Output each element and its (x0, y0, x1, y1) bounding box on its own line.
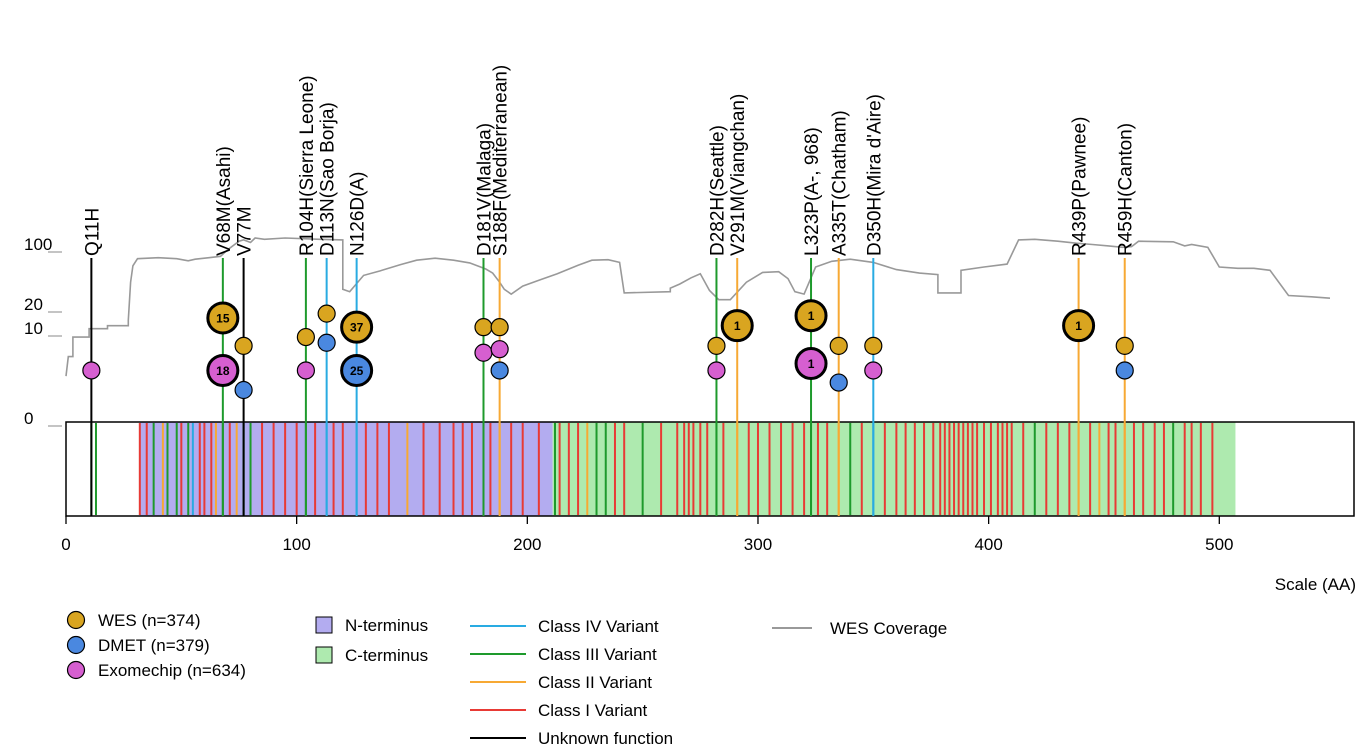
observation-marker (1115, 361, 1134, 380)
observation-marker (864, 336, 883, 355)
observation-marker (829, 373, 848, 392)
observation-marker (317, 304, 336, 323)
legend-dataset-marker (66, 610, 86, 630)
observation-count: 25 (350, 364, 364, 378)
legend-domain-swatch (315, 646, 333, 664)
observation-count: 18 (216, 364, 230, 378)
observation-marker (474, 343, 493, 362)
variant-label: D181V(Malaga) (475, 123, 496, 256)
variant-label: S188F(Mediterranean) (491, 65, 512, 256)
coverage-line-group (65, 237, 1331, 377)
variant-label: R459H(Canton) (1116, 123, 1137, 256)
observation-marker (794, 299, 828, 333)
observation-marker (296, 361, 315, 380)
observation-count: 1 (1075, 319, 1082, 333)
observation-marker (490, 340, 509, 359)
observation-marker (1115, 336, 1134, 355)
observation-count: 1 (734, 319, 741, 333)
observation-marker (794, 347, 828, 381)
variant-label: L323P(A-, 968) (802, 127, 823, 256)
variant-label: V291M(Viangchan) (728, 94, 749, 256)
protein-track-border (65, 421, 1355, 517)
variant-label: Q11H (82, 208, 103, 256)
observation-marker (340, 353, 374, 387)
x-tick-label: 0 (61, 535, 70, 554)
legend-class-label: Class II Variant (538, 673, 652, 692)
observation-marker (474, 318, 493, 337)
variant-label: D113N(Sao Borja) (318, 102, 339, 256)
variant-label: R439P(Pawnee) (1070, 117, 1091, 256)
observation-count: 15 (216, 311, 230, 325)
observation-marker (829, 336, 848, 355)
variant-label: D282H(Seattle) (708, 125, 729, 256)
y-tick-label: 100 (24, 235, 52, 254)
y-tick-label: 10 (24, 319, 43, 338)
legend-dataset-label: Exomechip (n=634) (98, 661, 246, 680)
observation-marker (490, 361, 509, 380)
observation-marker (490, 318, 509, 337)
observation-marker (340, 310, 374, 344)
observation-marker (317, 333, 336, 352)
legend-coverage-label: WES Coverage (830, 619, 947, 638)
variant-labels: Q11H V68M(Asahi) V77M R104H(Sierra Leone) D1… (82, 65, 1136, 256)
observation-marker (720, 309, 754, 343)
legend-dataset-marker (66, 635, 86, 655)
observation-marker (1062, 309, 1096, 343)
coverage-line (65, 237, 1331, 377)
variant-stripes (90, 423, 1214, 515)
domain-c-terminus (552, 422, 1236, 516)
legend-domain-swatch (315, 616, 333, 634)
observation-marker (206, 353, 240, 387)
variant-stems (90, 258, 1126, 516)
legend-class-label: Class I Variant (538, 701, 648, 720)
observation-marker (82, 361, 101, 380)
variant-label: N126D(A) (348, 172, 369, 256)
legend-dataset-marker (66, 660, 86, 680)
y-axis-labels: 0 10 20 100 (24, 235, 62, 428)
y-tick-label: 20 (24, 295, 43, 314)
legend: WES (n=374) DMET (n=379) Exomechip (n=634)… (66, 610, 947, 748)
observation-count: 1 (808, 309, 815, 323)
legend-dataset-label: DMET (n=379) (98, 636, 210, 655)
observation-marker (296, 327, 315, 347)
variant-label: D350H(Mira d'Aire) (864, 94, 885, 256)
variant-label: R104H(Sierra Leone) (297, 75, 318, 256)
x-tick-label: 300 (744, 535, 772, 554)
legend-class-label: Class IV Variant (538, 617, 659, 636)
variant-label: V68M(Asahi) (214, 146, 235, 256)
protein-track (65, 421, 1355, 517)
x-tick-label: 200 (513, 535, 541, 554)
legend-class-label: Class III Variant (538, 645, 657, 664)
x-tick-label: 500 (1205, 535, 1233, 554)
observation-count: 37 (350, 321, 364, 335)
observation-marker (707, 336, 726, 355)
x-tick-label: 100 (282, 535, 310, 554)
observation-marker (864, 361, 883, 380)
x-axis: 0 100 200 300 400 500 Scale (AA) (61, 516, 1356, 594)
variant-label: A335T(Chatham) (830, 110, 851, 256)
observation-markers: 15 18 37 25 1 1 1 1 (82, 299, 1134, 400)
observation-marker (206, 301, 240, 335)
x-axis-label: Scale (AA) (1275, 575, 1356, 594)
observation-marker (707, 361, 726, 380)
legend-domain-label: N-terminus (345, 616, 428, 635)
observation-marker (234, 336, 253, 355)
x-tick-label: 400 (974, 535, 1002, 554)
y-tick-label: 0 (24, 409, 33, 428)
variant-label: V77M (235, 206, 256, 256)
observation-marker (234, 380, 253, 400)
legend-dataset-label: WES (n=374) (98, 611, 201, 630)
legend-domain-label: C-terminus (345, 646, 428, 665)
observation-count: 1 (808, 357, 815, 371)
legend-class-label: Unknown function (538, 729, 673, 748)
